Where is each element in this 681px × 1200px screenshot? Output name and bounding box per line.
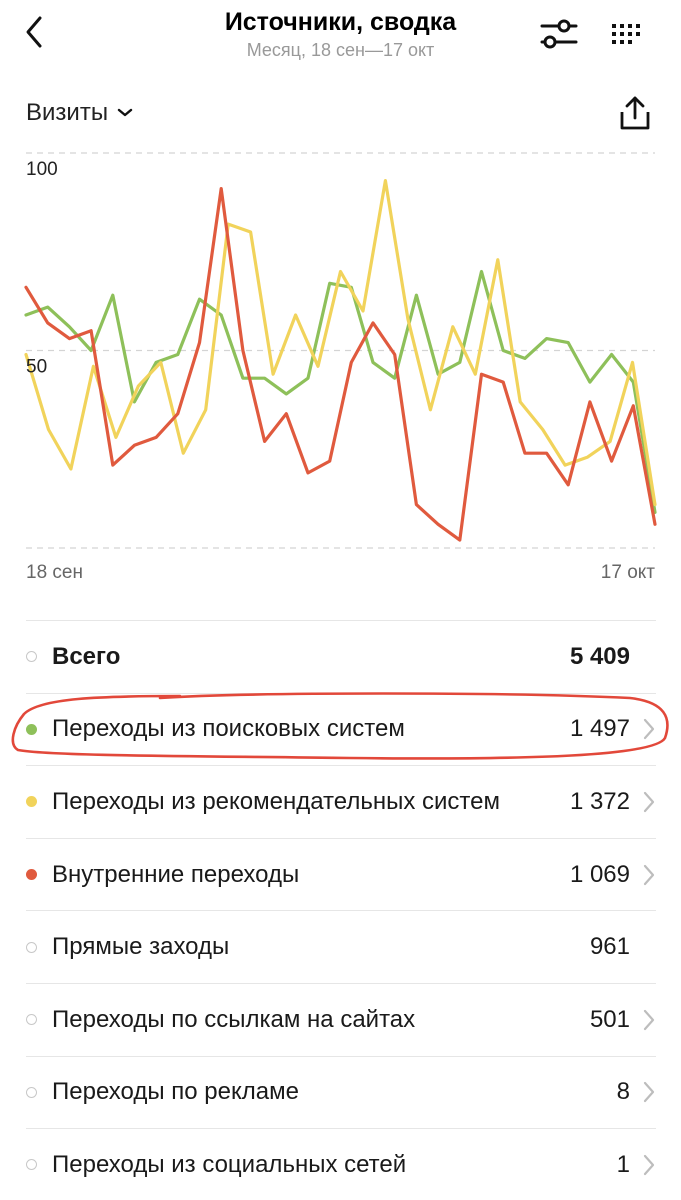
metric-label: Визиты [26, 99, 109, 126]
chevron-right-icon [643, 719, 655, 740]
row-value: 501 [589, 1005, 630, 1033]
legend-dot [26, 723, 37, 735]
row-label: Всего [52, 642, 121, 670]
source-row[interactable]: Переходы по рекламе 8 [26, 1055, 656, 1129]
source-row[interactable]: Переходы из рекомендательных систем 1 372 [26, 765, 656, 838]
filter-button[interactable] [536, 14, 580, 54]
row-label: Переходы из рекомендательных систем [52, 787, 500, 815]
legend-dot [26, 1014, 37, 1026]
row-label: Переходы из социальных сетей [52, 1150, 407, 1178]
row-value: 961 [589, 933, 630, 961]
series-line-1 [24, 178, 657, 507]
y-tick-label: 50 [26, 357, 47, 378]
series-line-0 [24, 269, 657, 514]
sources-summary-list: Всего 5 409 Переходы из поисковых систем 1 … [26, 620, 656, 1200]
legend-dot [26, 1086, 37, 1098]
row-value: 1 [616, 1150, 630, 1178]
source-row: Прямые заходы 961 [26, 910, 656, 983]
y-tick-label: 100 [26, 159, 58, 180]
back-button[interactable] [18, 12, 58, 52]
chevron-down-icon [117, 108, 133, 117]
row-label: Прямые заходы [52, 933, 230, 961]
row-value: 1 372 [569, 787, 630, 815]
row-label: Переходы по ссылкам на сайтах [52, 1005, 416, 1033]
x-tick-label: 18 сен [26, 562, 83, 583]
metric-selector[interactable]: Визиты [26, 96, 134, 130]
chevron-right-icon [643, 1009, 655, 1030]
share-icon [620, 96, 650, 130]
legend-dot [26, 1159, 37, 1171]
source-row[interactable]: Внутренние переходы 1 069 [26, 837, 656, 911]
row-value: 1 069 [569, 860, 630, 888]
row-value: 8 [616, 1078, 630, 1106]
row-label: Внутренние переходы [52, 860, 300, 888]
app-header: Источники, сводка Месяц, 18 сен—17 окт [0, 0, 681, 90]
source-row[interactable]: Переходы по ссылкам на сайтах 501 [26, 982, 656, 1056]
source-row[interactable]: Переходы из социальных сетей 1 [26, 1128, 656, 1200]
chevron-left-icon [26, 16, 42, 48]
chevron-right-icon [643, 864, 655, 885]
row-value: 5 409 [569, 642, 630, 670]
chevron-right-icon [643, 1154, 655, 1176]
total-row: Всего 5 409 [26, 620, 656, 693]
legend-dot [26, 651, 37, 663]
visits-line-chart: 100 50 18 сен 17 окт [24, 152, 657, 583]
x-tick-label: 17 окт [601, 562, 656, 583]
page-title: Источники, сводка [224, 8, 457, 36]
series-line-2 [24, 186, 657, 542]
legend-dot [26, 869, 37, 881]
period-subtitle[interactable]: Месяц, 18 сен—17 окт [246, 40, 435, 60]
menu-grid-button[interactable] [608, 18, 648, 50]
row-value: 1 497 [569, 715, 630, 743]
chevron-right-icon [643, 1082, 655, 1103]
legend-dot [26, 796, 37, 808]
source-row[interactable]: Переходы из поисковых систем 1 497 [26, 692, 656, 766]
row-label: Переходы из поисковых систем [52, 715, 405, 743]
share-button[interactable] [615, 94, 655, 134]
filter-sliders-icon [540, 19, 578, 49]
grid-dots-icon [612, 24, 640, 44]
legend-dot [26, 941, 37, 953]
chevron-right-icon [643, 791, 655, 813]
row-label: Переходы по рекламе [52, 1078, 299, 1106]
